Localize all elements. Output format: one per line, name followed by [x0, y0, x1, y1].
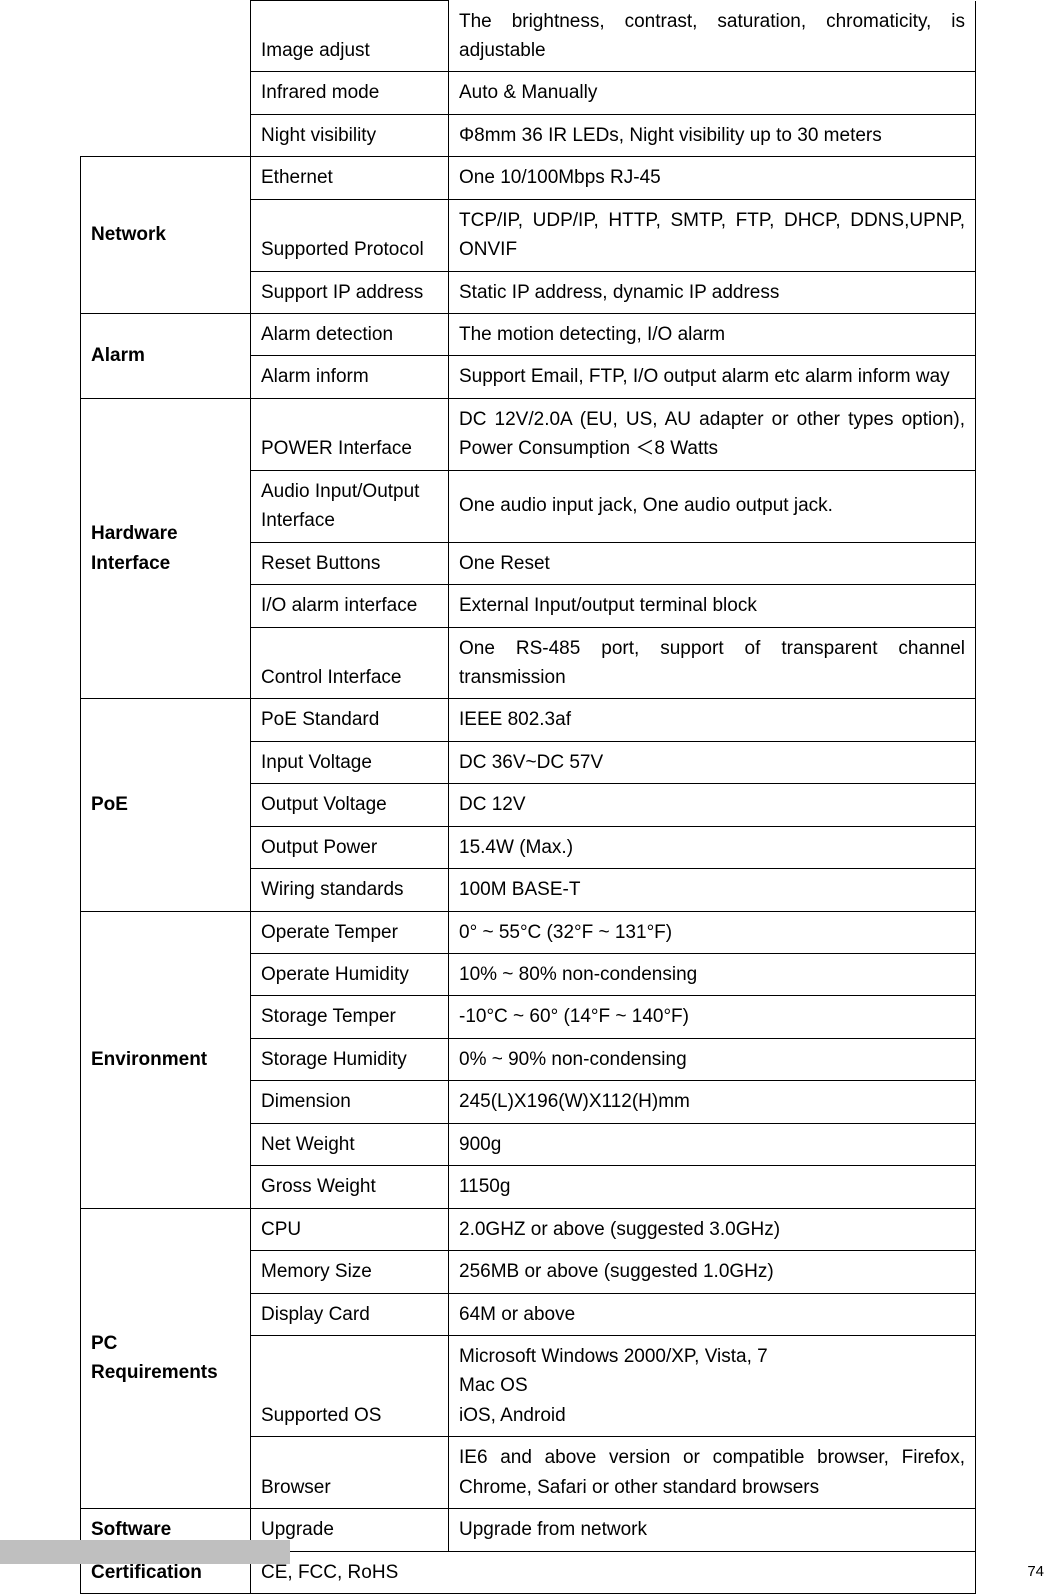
- table-row: AlarmAlarm detectionThe motion detecting…: [81, 314, 976, 356]
- feature-cell: Memory Size: [251, 1251, 449, 1293]
- value-cell: TCP/IP, UDP/IP, HTTP, SMTP, FTP, DHCP, D…: [449, 199, 976, 271]
- spec-table: Image adjustThe brightness, contrast, sa…: [80, 0, 976, 1594]
- value-cell: DC 12V: [449, 784, 976, 826]
- value-cell: DC 12V/2.0A (EU, US, AU adapter or other…: [449, 398, 976, 470]
- table-row: NetworkEthernetOne 10/100Mbps RJ-45: [81, 157, 976, 199]
- table-row: Hardware InterfacePOWER InterfaceDC 12V/…: [81, 398, 976, 470]
- feature-cell: Output Voltage: [251, 784, 449, 826]
- feature-cell: Operate Humidity: [251, 954, 449, 996]
- feature-cell: Reset Buttons: [251, 542, 449, 584]
- feature-cell: Display Card: [251, 1293, 449, 1335]
- table-row: PC RequirementsCPU2.0GHZ or above (sugge…: [81, 1208, 976, 1250]
- table-row: PoEPoE StandardIEEE 802.3af: [81, 699, 976, 741]
- value-cell: 10% ~ 80% non-condensing: [449, 954, 976, 996]
- value-cell: One Reset: [449, 542, 976, 584]
- value-cell: The motion detecting, I/O alarm: [449, 314, 976, 356]
- feature-cell: Infrared mode: [251, 72, 449, 114]
- feature-cell: I/O alarm interface: [251, 585, 449, 627]
- category-cell: PoE: [81, 699, 251, 911]
- feature-cell: Operate Temper: [251, 911, 449, 953]
- value-cell: Φ8mm 36 IR LEDs, Night visibility up to …: [449, 114, 976, 156]
- feature-cell: Wiring standards: [251, 869, 449, 911]
- category-cell: Alarm: [81, 314, 251, 399]
- feature-cell: Net Weight: [251, 1123, 449, 1165]
- value-cell: 0° ~ 55°C (32°F ~ 131°F): [449, 911, 976, 953]
- value-cell: The brightness, contrast, saturation, ch…: [449, 1, 976, 72]
- feature-cell: Control Interface: [251, 627, 449, 699]
- feature-cell: Supported Protocol: [251, 199, 449, 271]
- category-cell: Hardware Interface: [81, 398, 251, 699]
- feature-cell: POWER Interface: [251, 398, 449, 470]
- value-cell: One 10/100Mbps RJ-45: [449, 157, 976, 199]
- value-cell: IEEE 802.3af: [449, 699, 976, 741]
- value-cell: Upgrade from network: [449, 1509, 976, 1551]
- feature-cell: Dimension: [251, 1081, 449, 1123]
- feature-cell: Image adjust: [251, 1, 449, 72]
- feature-cell: CPU: [251, 1208, 449, 1250]
- value-cell: 64M or above: [449, 1293, 976, 1335]
- table-row: EnvironmentOperate Temper0° ~ 55°C (32°F…: [81, 911, 976, 953]
- value-cell: 100M BASE-T: [449, 869, 976, 911]
- value-cell: 256MB or above (suggested 1.0GHz): [449, 1251, 976, 1293]
- value-cell: 245(L)X196(W)X112(H)mm: [449, 1081, 976, 1123]
- footer-bar: [0, 1540, 290, 1564]
- category-cell: Network: [81, 157, 251, 314]
- value-cell: DC 36V~DC 57V: [449, 741, 976, 783]
- value-cell: One audio input jack, One audio output j…: [449, 470, 976, 542]
- feature-cell: Support IP address: [251, 271, 449, 313]
- value-cell: External Input/output terminal block: [449, 585, 976, 627]
- value-cell: 1150g: [449, 1166, 976, 1208]
- feature-cell: Ethernet: [251, 157, 449, 199]
- feature-cell: Gross Weight: [251, 1166, 449, 1208]
- category-cell: [81, 1, 251, 157]
- feature-cell: Alarm inform: [251, 356, 449, 398]
- feature-cell: Storage Humidity: [251, 1038, 449, 1080]
- category-cell: Environment: [81, 911, 251, 1208]
- feature-cell: PoE Standard: [251, 699, 449, 741]
- value-cell: Support Email, FTP, I/O output alarm etc…: [449, 356, 976, 398]
- value-cell: 15.4W (Max.): [449, 826, 976, 868]
- value-cell: 900g: [449, 1123, 976, 1165]
- page: Image adjustThe brightness, contrast, sa…: [0, 0, 1056, 1594]
- feature-cell: Storage Temper: [251, 996, 449, 1038]
- value-cell: -10°C ~ 60° (14°F ~ 140°F): [449, 996, 976, 1038]
- feature-cell: Output Power: [251, 826, 449, 868]
- value-cell: 2.0GHZ or above (suggested 3.0GHz): [449, 1208, 976, 1250]
- value-cell: 0% ~ 90% non-condensing: [449, 1038, 976, 1080]
- page-number: 74: [1027, 1563, 1044, 1580]
- feature-cell: Alarm detection: [251, 314, 449, 356]
- value-cell: One RS-485 port, support of transparent …: [449, 627, 976, 699]
- value-cell: IE6 and above version or compatible brow…: [449, 1437, 976, 1509]
- feature-cell: Night visibility: [251, 114, 449, 156]
- feature-cell: CE, FCC, RoHS: [251, 1551, 976, 1593]
- value-cell: Static IP address, dynamic IP address: [449, 271, 976, 313]
- value-cell: Microsoft Windows 2000/XP, Vista, 7Mac O…: [449, 1335, 976, 1436]
- value-cell: Auto & Manually: [449, 72, 976, 114]
- category-cell: PC Requirements: [81, 1208, 251, 1509]
- feature-cell: Browser: [251, 1437, 449, 1509]
- table-row: Image adjustThe brightness, contrast, sa…: [81, 1, 976, 72]
- feature-cell: Audio Input/Output Interface: [251, 470, 449, 542]
- feature-cell: Input Voltage: [251, 741, 449, 783]
- feature-cell: Supported OS: [251, 1335, 449, 1436]
